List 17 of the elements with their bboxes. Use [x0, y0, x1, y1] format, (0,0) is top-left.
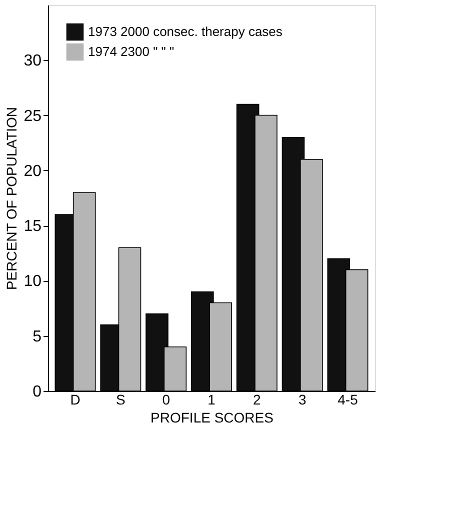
y-tick-label: 15 [24, 218, 42, 236]
y-tick-label: 10 [24, 273, 42, 290]
x-tick-label: S [116, 392, 126, 408]
x-tick-label: 4-5 [338, 392, 358, 408]
x-axis-title: PROFILE SCORES [150, 410, 274, 426]
x-tick-label: 1 [208, 392, 216, 408]
y-tick-label: 30 [24, 52, 42, 70]
x-tick-label: 0 [162, 392, 170, 408]
y-tick-label: 20 [24, 162, 42, 180]
legend-label: 1974 2300 " " " [88, 44, 175, 59]
x-tick-label: D [70, 392, 80, 408]
y-axis-title: PERCENT OF POPULATION [4, 106, 20, 290]
y-tick-label: 5 [32, 328, 42, 346]
y-tick-label: 25 [24, 108, 42, 125]
legend-label: 1973 2000 consec. therapy cases [88, 24, 283, 39]
x-tick-label: 2 [253, 392, 262, 408]
x-tick-label: 3 [298, 392, 306, 408]
